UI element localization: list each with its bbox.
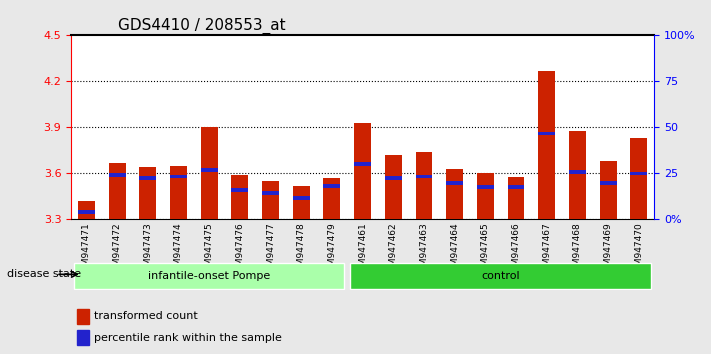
Bar — [78, 201, 95, 219]
Bar — [201, 169, 218, 172]
Bar — [447, 169, 463, 219]
Bar — [538, 132, 555, 136]
Bar — [139, 176, 156, 180]
Bar — [599, 181, 616, 184]
Bar — [415, 152, 432, 219]
Text: disease state: disease state — [7, 269, 81, 279]
Bar — [324, 178, 341, 219]
Bar — [631, 138, 647, 219]
Bar — [324, 184, 341, 188]
Bar — [599, 161, 616, 219]
Text: transformed count: transformed count — [95, 311, 198, 321]
Text: percentile rank within the sample: percentile rank within the sample — [95, 332, 282, 343]
Bar — [232, 175, 248, 219]
Bar — [447, 181, 463, 184]
Bar — [262, 192, 279, 195]
Bar — [569, 131, 586, 219]
Bar — [262, 181, 279, 219]
Bar — [538, 71, 555, 219]
Bar — [170, 175, 187, 178]
Bar — [385, 176, 402, 180]
Bar — [109, 163, 126, 219]
Bar — [78, 210, 95, 214]
Bar — [77, 309, 89, 324]
Bar — [354, 123, 371, 219]
FancyBboxPatch shape — [74, 263, 344, 289]
Bar — [415, 175, 432, 178]
Bar — [293, 196, 310, 200]
Text: infantile-onset Pompe: infantile-onset Pompe — [148, 271, 270, 281]
FancyBboxPatch shape — [351, 263, 651, 289]
Bar — [477, 185, 493, 189]
Bar — [201, 127, 218, 219]
Bar — [631, 172, 647, 175]
Bar — [139, 167, 156, 219]
Bar — [232, 188, 248, 192]
Bar — [109, 173, 126, 177]
Bar — [77, 330, 89, 345]
Bar — [170, 166, 187, 219]
Bar — [354, 162, 371, 166]
Bar — [385, 155, 402, 219]
Bar — [508, 177, 525, 219]
Text: GDS4410 / 208553_at: GDS4410 / 208553_at — [118, 18, 285, 34]
Bar — [477, 173, 493, 219]
Bar — [508, 185, 525, 189]
Text: control: control — [481, 271, 520, 281]
Bar — [569, 170, 586, 174]
Bar — [293, 186, 310, 219]
